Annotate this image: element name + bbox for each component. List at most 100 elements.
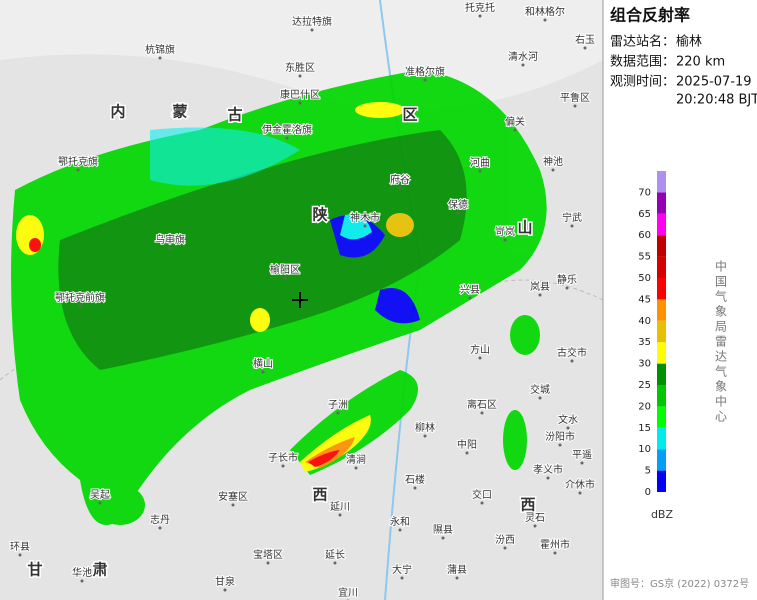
echo-cyan xyxy=(340,214,372,240)
place-dot xyxy=(354,466,358,470)
legend-color xyxy=(657,278,666,300)
row-label: 观测时间： xyxy=(610,75,675,90)
place-label: 吴起 xyxy=(90,489,110,501)
place-label: 准格尔旗 xyxy=(405,65,445,78)
legend-tick-label: 35 xyxy=(638,337,651,348)
legend-color xyxy=(657,470,666,492)
place-dot xyxy=(558,443,562,447)
place-dot xyxy=(546,476,550,480)
place-label: 石楼 xyxy=(405,473,425,486)
region-label: 区 xyxy=(402,106,417,124)
place-dot xyxy=(551,168,555,172)
place-dot xyxy=(566,426,570,430)
place-dot xyxy=(580,461,584,465)
place-label: 河曲 xyxy=(470,157,490,169)
region-label: 陕 xyxy=(312,206,327,224)
place-dot xyxy=(480,501,484,505)
place-dot xyxy=(465,451,469,455)
place-dot xyxy=(468,296,472,300)
legend-color xyxy=(657,449,666,471)
place-label: 伊金霍洛旗 xyxy=(262,123,312,136)
echo-yellow xyxy=(355,102,405,118)
place-label: 灵石 xyxy=(525,512,545,524)
place-dot xyxy=(223,588,227,592)
place-dot xyxy=(338,513,342,517)
legend-color xyxy=(657,427,666,450)
place-dot xyxy=(298,101,302,105)
legend-color xyxy=(657,192,666,214)
place-label: 平遥 xyxy=(572,448,592,461)
region-label: 内 xyxy=(110,103,125,121)
legend-color xyxy=(657,320,666,343)
place-label: 介休市 xyxy=(565,478,595,491)
echo-green xyxy=(510,315,540,355)
place-label: 汾阳市 xyxy=(545,430,575,443)
place-dot xyxy=(158,526,162,530)
place-dot xyxy=(78,304,82,308)
place-label: 子长市 xyxy=(268,451,298,464)
echo-red xyxy=(308,450,340,467)
legend-color xyxy=(657,213,666,236)
place-label: 离石区 xyxy=(467,398,497,411)
place-dot xyxy=(538,293,542,297)
place-label: 子洲 xyxy=(328,399,348,411)
place-label: 志丹 xyxy=(150,513,170,526)
legend-tick-label: 40 xyxy=(638,316,651,327)
echo-dark-green xyxy=(58,130,467,370)
region-label: 西 xyxy=(312,486,327,504)
radar-echo xyxy=(11,70,547,525)
place-label: 古交市 xyxy=(557,346,587,359)
place-dot xyxy=(283,276,287,280)
row-value: 220 km xyxy=(676,55,725,70)
place-label: 交城 xyxy=(530,383,550,396)
place-dot xyxy=(503,546,507,550)
legend-tick-label: 50 xyxy=(638,273,651,284)
row-value: 2025-07-19 xyxy=(676,75,752,90)
legend-tick-label: 30 xyxy=(638,359,651,370)
place-dot xyxy=(398,528,402,532)
place-dot xyxy=(76,168,80,172)
place-dot xyxy=(310,28,314,32)
place-label: 岢岚 xyxy=(495,226,515,238)
echo-yellow xyxy=(386,213,414,237)
echo-blue xyxy=(330,215,420,324)
place-dot xyxy=(538,396,542,400)
echo-green xyxy=(95,485,145,525)
place-label: 延川 xyxy=(330,501,350,513)
region-label: 古 xyxy=(227,106,242,124)
place-label: 宁武 xyxy=(562,211,582,224)
place-label: 东胜区 xyxy=(285,61,315,74)
place-dot xyxy=(423,78,427,82)
place-label: 甘泉 xyxy=(215,575,235,588)
place-dot xyxy=(80,579,84,583)
place-dot xyxy=(573,104,577,108)
legend-tick-label: 15 xyxy=(638,423,651,434)
place-dot xyxy=(400,576,404,580)
region-label: 甘 xyxy=(27,561,42,579)
legend-color xyxy=(657,385,666,407)
place-label: 永和 xyxy=(390,515,410,528)
legend-color xyxy=(657,235,666,257)
place-label: 宝塔区 xyxy=(253,548,283,561)
region-label: 蒙 xyxy=(172,103,187,121)
place-dot xyxy=(423,434,427,438)
row-label: 雷达站名： xyxy=(610,34,675,50)
place-label: 交口 xyxy=(472,488,492,501)
echo-green xyxy=(503,410,527,470)
place-label: 神木市 xyxy=(350,211,380,224)
place-dot xyxy=(281,464,285,468)
place-label: 中阳 xyxy=(457,438,477,451)
legend-color xyxy=(657,299,666,321)
place-dot xyxy=(298,74,302,78)
legend-tick-label: 0 xyxy=(645,487,651,498)
region-label: 西 xyxy=(520,496,535,514)
radar-site xyxy=(292,292,308,308)
place-dot xyxy=(168,246,172,250)
place-dot xyxy=(333,561,337,565)
place-dot xyxy=(336,411,340,415)
legend-unit: dBZ xyxy=(651,508,674,521)
echo-red xyxy=(29,238,41,252)
place-label: 保德 xyxy=(448,198,468,211)
place-dot xyxy=(98,501,102,505)
